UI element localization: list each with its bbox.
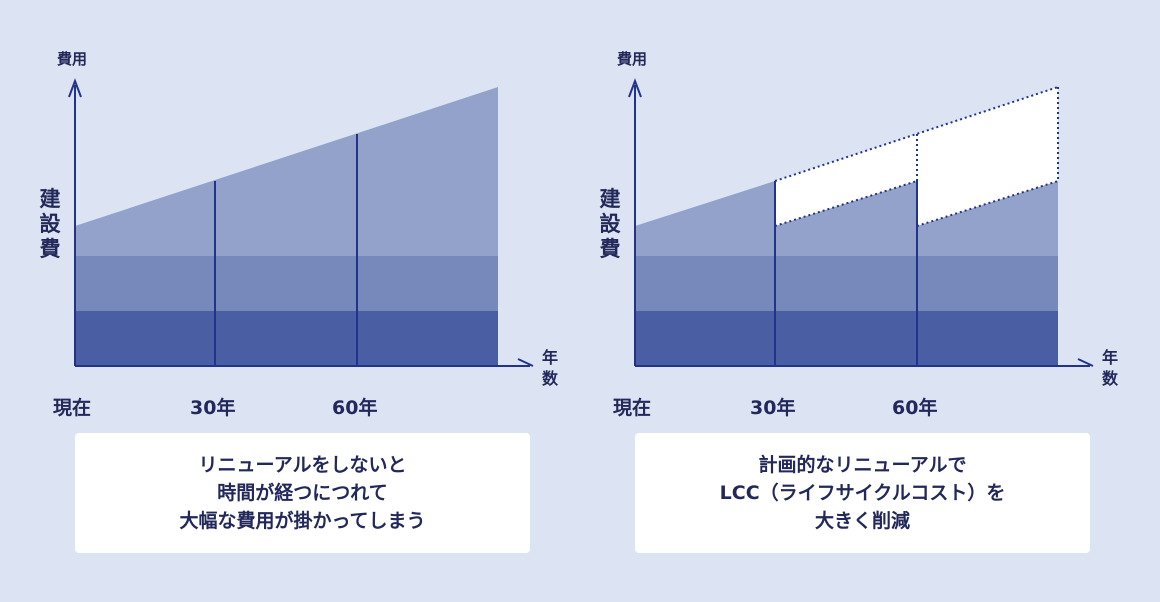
saved-cost-outline bbox=[774, 86, 1059, 227]
right-diagram: 費用 建設費 年数 現在 30年 60年 計画的なリニューアルで LCC（ライフ… bbox=[560, 0, 1120, 602]
cost-area-segment-2 bbox=[775, 181, 917, 256]
caption-line: 時間が経つにつれて bbox=[217, 482, 388, 504]
left-diagram: 費用 建設費 年数 現在 30年 60年 リニューアルをしないと 時間が経つにつ… bbox=[0, 0, 560, 602]
right-diagram-graphic bbox=[628, 78, 1094, 367]
y-axis-title: 費用 bbox=[57, 50, 88, 68]
cost-area-middle-layer bbox=[75, 256, 498, 311]
caption-box: リニューアルをしないと 時間が経つにつれて 大幅な費用が掛かってしまう bbox=[75, 433, 530, 553]
x-axis bbox=[75, 358, 534, 367]
tick-label-60: 60年 bbox=[332, 397, 378, 419]
caption-text: 計画的なリニューアルで LCC（ライフサイクルコスト）を 大きく削減 bbox=[720, 451, 1006, 535]
caption-line: 計画的なリニューアルで bbox=[758, 454, 967, 476]
cost-area-top-layer bbox=[75, 87, 498, 256]
cost-area-segment-1 bbox=[635, 181, 775, 256]
caption-line: 大きく削減 bbox=[814, 510, 910, 532]
cost-area-middle-layer bbox=[635, 256, 1058, 311]
cost-area-bottom-layer bbox=[75, 311, 498, 366]
cost-area-segment-3 bbox=[917, 181, 1058, 256]
y-axis-title: 費用 bbox=[617, 50, 648, 68]
tick-label-60: 60年 bbox=[892, 397, 938, 419]
construction-cost-label: 建設費 bbox=[599, 187, 621, 261]
cost-area-bottom-layer bbox=[635, 311, 1058, 366]
caption-line: リニューアルをしないと bbox=[198, 454, 407, 476]
left-diagram-graphic bbox=[68, 78, 534, 367]
caption-line: 大幅な費用が掛かってしまう bbox=[179, 510, 426, 532]
x-axis-title: 年数 bbox=[541, 348, 558, 388]
x-axis bbox=[635, 358, 1094, 367]
caption-text: リニューアルをしないと 時間が経つにつれて 大幅な費用が掛かってしまう bbox=[179, 451, 425, 535]
tick-label-now: 現在 bbox=[53, 397, 92, 419]
x-axis-title: 年数 bbox=[1101, 348, 1118, 388]
y-axis bbox=[628, 78, 642, 366]
tick-label-30: 30年 bbox=[750, 397, 796, 419]
caption-line: LCC（ライフサイクルコスト）を bbox=[719, 482, 1006, 504]
tick-label-now: 現在 bbox=[613, 397, 652, 419]
caption-box: 計画的なリニューアルで LCC（ライフサイクルコスト）を 大きく削減 bbox=[635, 433, 1090, 553]
tick-label-30: 30年 bbox=[190, 397, 236, 419]
saved-cost-region-1 bbox=[775, 134, 917, 226]
construction-cost-label: 建設費 bbox=[39, 187, 61, 261]
y-axis bbox=[68, 78, 82, 366]
